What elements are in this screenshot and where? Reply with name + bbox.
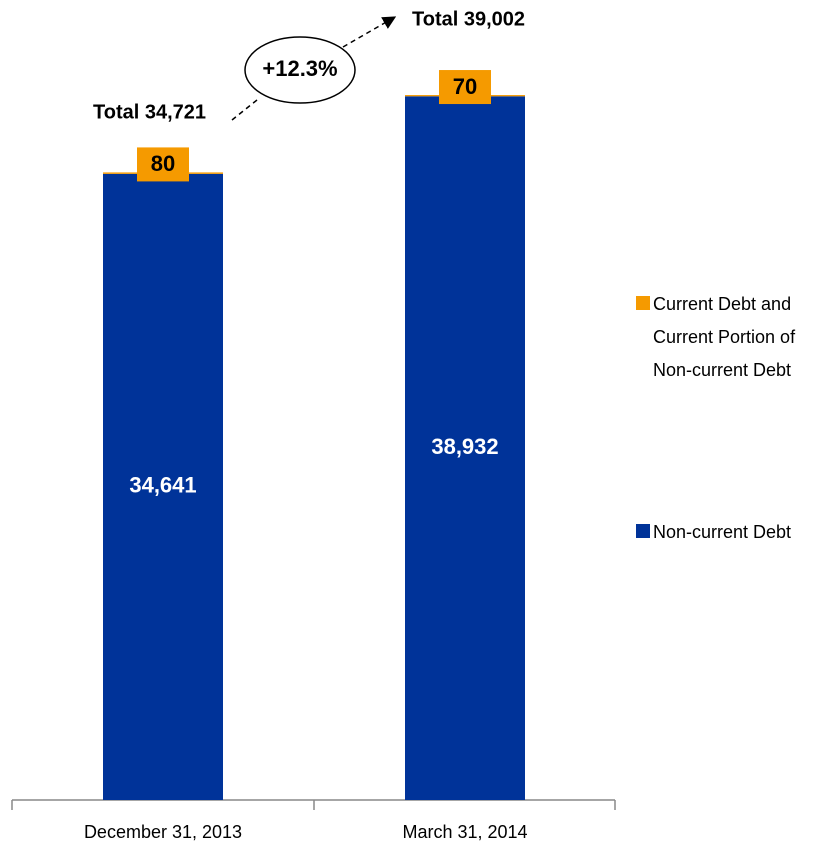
annotation: Total 34,721 [93, 101, 206, 123]
data-label-bg [137, 147, 189, 182]
arrow [342, 16, 397, 48]
bar-segment [103, 173, 223, 801]
legend-swatch [636, 524, 650, 538]
bar-segment [405, 96, 525, 801]
annotation: +12.3% [262, 56, 337, 81]
legend-label: Non-current Debt [653, 522, 792, 542]
legend-swatch [636, 296, 650, 310]
x-tick-label: March 31, 2014 [402, 822, 527, 842]
annotation-ellipse [244, 36, 356, 104]
legend-label: Current Debt and Current Portion of Non-… [653, 294, 796, 380]
data-label: 34,641 [129, 473, 196, 498]
data-label: 70 [453, 74, 477, 99]
data-label-bg [439, 70, 491, 105]
arrow [231, 99, 258, 121]
annotation: Total 39,002 [412, 8, 525, 30]
data-label: 80 [151, 151, 175, 176]
x-tick-label: December 31, 2013 [84, 822, 242, 842]
data-label: 38,932 [431, 434, 498, 459]
